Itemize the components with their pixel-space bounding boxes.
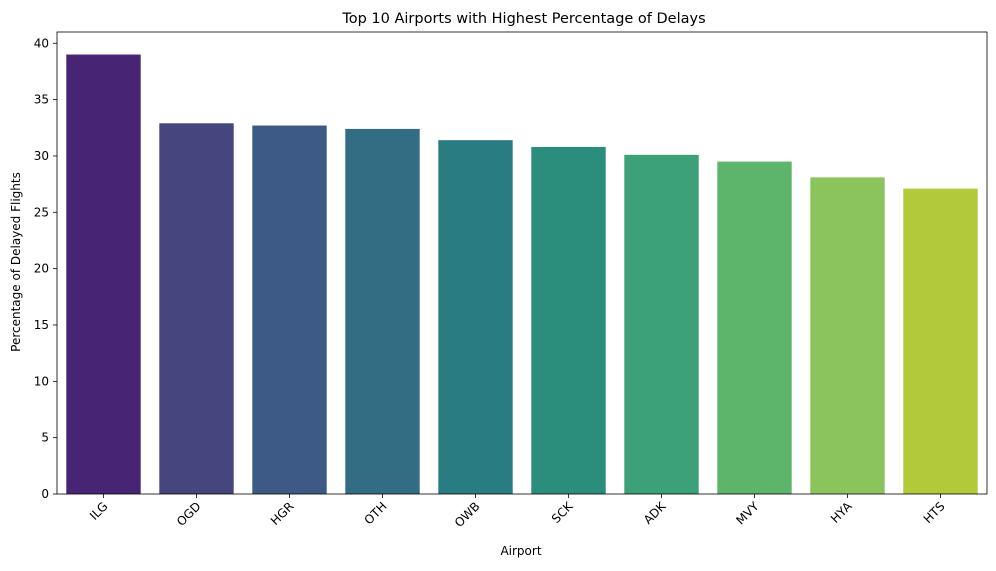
plot-frame <box>56 31 988 495</box>
x-tick-label: HYA <box>828 499 855 526</box>
y-tick-label: 40 <box>34 36 49 50</box>
bar-hgr <box>252 125 327 495</box>
y-tick-label: 25 <box>34 205 49 219</box>
y-tick-label: 15 <box>34 318 49 332</box>
y-tick-label: 30 <box>34 149 49 163</box>
x-tick-label: SCK <box>549 498 577 526</box>
x-axis-label: Airport <box>500 544 541 558</box>
y-axis-ticks: 0 5 10 15 20 25 30 35 40 <box>34 36 57 501</box>
y-tick-label: 10 <box>34 374 49 388</box>
bar-ilg <box>66 54 141 494</box>
x-tick-label: HGR <box>268 499 297 528</box>
x-tick-label: MVY <box>733 499 762 528</box>
bar-hya <box>810 177 885 495</box>
y-tick-label: 0 <box>41 487 49 501</box>
x-tick-label: ILG <box>87 499 111 523</box>
x-tick-label: OWB <box>452 499 483 530</box>
y-axis-label: Percentage of Delayed Flights <box>9 172 23 352</box>
bar-mvy <box>717 161 792 494</box>
bars-group <box>66 54 978 495</box>
bar-sck <box>531 146 606 494</box>
bar-adk <box>624 154 699 494</box>
y-tick-label: 35 <box>34 93 49 107</box>
chart-title: Top 10 Airports with Highest Percentage … <box>341 11 705 27</box>
x-tick-label: HTS <box>921 499 948 526</box>
y-tick-label: 20 <box>34 262 49 276</box>
x-axis-ticks: ILG OGD HGR OTH OWB SCK ADK MVY HYA HTS <box>87 494 948 530</box>
bar-hts <box>903 188 978 494</box>
x-tick-label: ADK <box>641 498 670 527</box>
bar-owb <box>438 140 513 495</box>
x-tick-label: OTH <box>361 499 389 527</box>
y-tick-label: 5 <box>41 431 49 445</box>
x-tick-label: OGD <box>174 499 204 529</box>
bar-ogd <box>159 123 234 495</box>
bar-oth <box>345 128 420 494</box>
